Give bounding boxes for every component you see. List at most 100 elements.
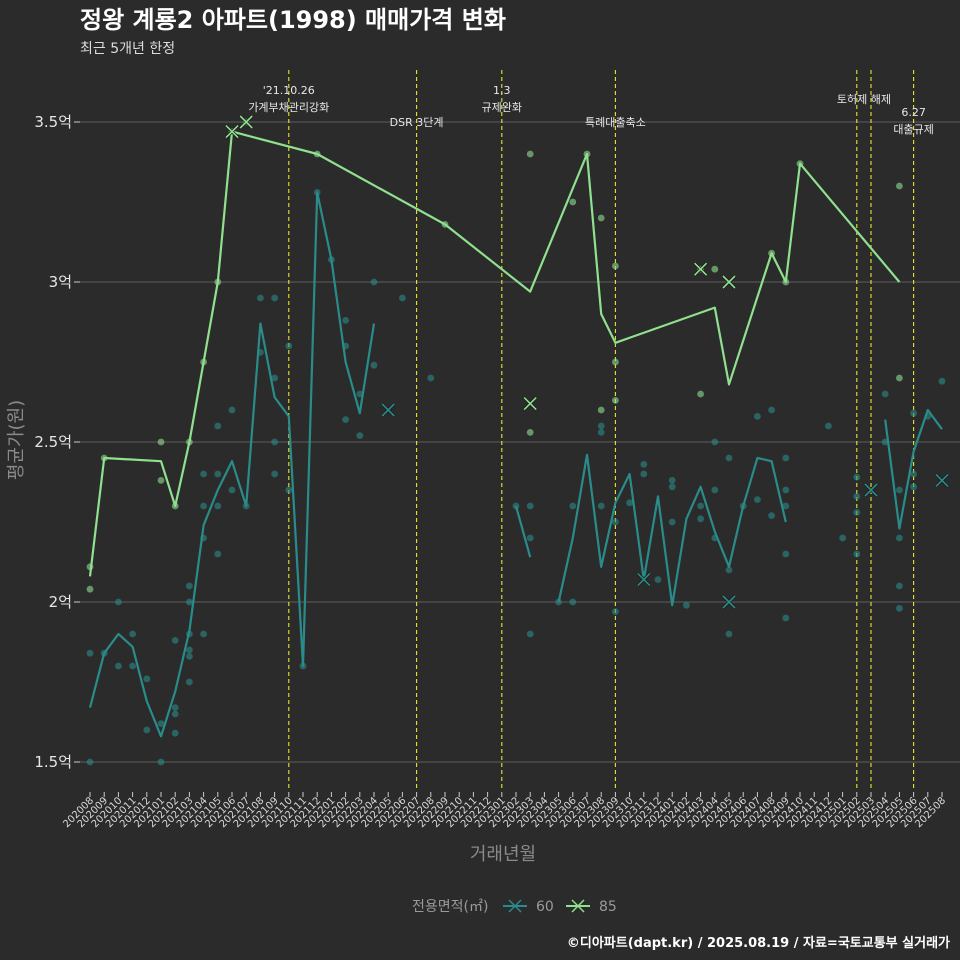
data-point xyxy=(214,470,222,478)
data-point xyxy=(271,374,278,382)
data-point xyxy=(157,720,165,727)
data-point xyxy=(853,473,861,481)
data-point xyxy=(597,422,605,430)
data-point xyxy=(697,390,704,398)
data-point xyxy=(526,429,534,436)
cross-marker xyxy=(523,397,537,411)
y-tick-label: 2억 xyxy=(49,593,72,611)
data-point xyxy=(881,390,889,398)
cross-marker xyxy=(694,262,708,276)
event-label: 1.3 xyxy=(493,84,511,97)
data-point xyxy=(370,361,378,369)
series-layer xyxy=(86,114,950,766)
data-point xyxy=(612,397,619,404)
data-point xyxy=(526,150,534,158)
event-label: '21.10.26 xyxy=(263,84,315,97)
data-point xyxy=(597,406,605,414)
data-point xyxy=(725,630,733,638)
data-point xyxy=(640,470,648,478)
legend: 전용면적(㎡) 60 85 xyxy=(412,899,617,915)
series-85 xyxy=(86,114,903,593)
y-axis-title: 평균가(원) xyxy=(6,400,27,480)
data-point xyxy=(342,416,349,423)
data-point xyxy=(569,502,577,510)
data-point xyxy=(725,566,733,574)
y-tick-label: 3.5억 xyxy=(34,113,72,131)
data-point xyxy=(285,342,293,350)
data-point xyxy=(214,550,222,558)
legend-key-60 xyxy=(503,899,527,913)
data-point xyxy=(683,601,690,609)
data-point xyxy=(186,678,193,686)
data-point xyxy=(86,758,94,766)
data-point xyxy=(157,758,165,766)
data-point xyxy=(115,598,122,606)
data-point xyxy=(171,704,179,711)
data-point xyxy=(782,454,790,462)
data-point xyxy=(356,432,364,439)
data-point xyxy=(186,582,193,590)
cross-marker xyxy=(637,573,651,587)
event-label: 특례대출축소 xyxy=(585,116,646,129)
data-point xyxy=(910,483,917,491)
data-point xyxy=(640,461,648,468)
data-point xyxy=(782,614,790,622)
cross-marker xyxy=(239,115,253,129)
data-point xyxy=(896,486,903,494)
data-point xyxy=(171,729,179,737)
series-60 xyxy=(86,189,950,766)
data-point xyxy=(86,649,94,657)
data-point xyxy=(129,662,137,670)
data-point xyxy=(526,534,534,542)
data-point xyxy=(186,653,193,660)
data-point xyxy=(186,598,193,606)
data-point xyxy=(896,182,903,190)
cross-marker xyxy=(864,483,878,497)
data-point xyxy=(668,483,676,491)
data-point xyxy=(782,550,790,558)
event-label: 토허제 해제 xyxy=(837,92,891,106)
series-line-60 xyxy=(514,505,532,558)
data-point xyxy=(711,265,719,273)
data-point xyxy=(825,422,832,430)
data-point xyxy=(143,726,151,734)
data-point xyxy=(896,534,903,542)
legend-title: 전용면적(㎡) xyxy=(412,899,488,915)
data-point xyxy=(697,515,704,523)
data-point xyxy=(654,576,662,583)
data-point xyxy=(257,294,264,302)
data-point xyxy=(725,454,733,462)
event-label: DSR 3단계 xyxy=(390,116,444,129)
event-label: 규제완화 xyxy=(482,101,522,114)
data-point xyxy=(214,422,222,430)
data-point xyxy=(754,496,761,503)
data-point xyxy=(853,509,861,516)
data-point xyxy=(271,294,278,302)
cross-marker xyxy=(722,595,736,609)
caption: ©디아파트(dapt.kr) / 2025.08.19 / 자료=국토교통부 실… xyxy=(567,935,950,951)
data-point xyxy=(228,486,236,494)
data-point xyxy=(157,438,165,446)
data-point xyxy=(157,477,165,484)
data-point xyxy=(228,406,236,414)
data-point xyxy=(853,550,861,558)
event-label: 대출규제 xyxy=(893,123,933,136)
cross-marker xyxy=(225,125,239,139)
chart-subtitle: 최근 5개년 한정 xyxy=(80,41,175,57)
data-point xyxy=(427,374,435,382)
y-tick-label: 1.5억 xyxy=(34,753,72,771)
event-label: 6.27 xyxy=(901,106,926,119)
data-point xyxy=(399,294,406,302)
data-point xyxy=(711,486,719,494)
data-point xyxy=(143,675,151,683)
cross-marker xyxy=(935,473,949,487)
data-point xyxy=(612,518,619,526)
data-point xyxy=(626,499,633,507)
event-label: 가계부채관리강화 xyxy=(248,101,329,114)
data-point xyxy=(896,374,903,382)
data-point xyxy=(612,262,619,270)
data-point xyxy=(768,406,775,414)
cross-marker xyxy=(381,403,395,417)
